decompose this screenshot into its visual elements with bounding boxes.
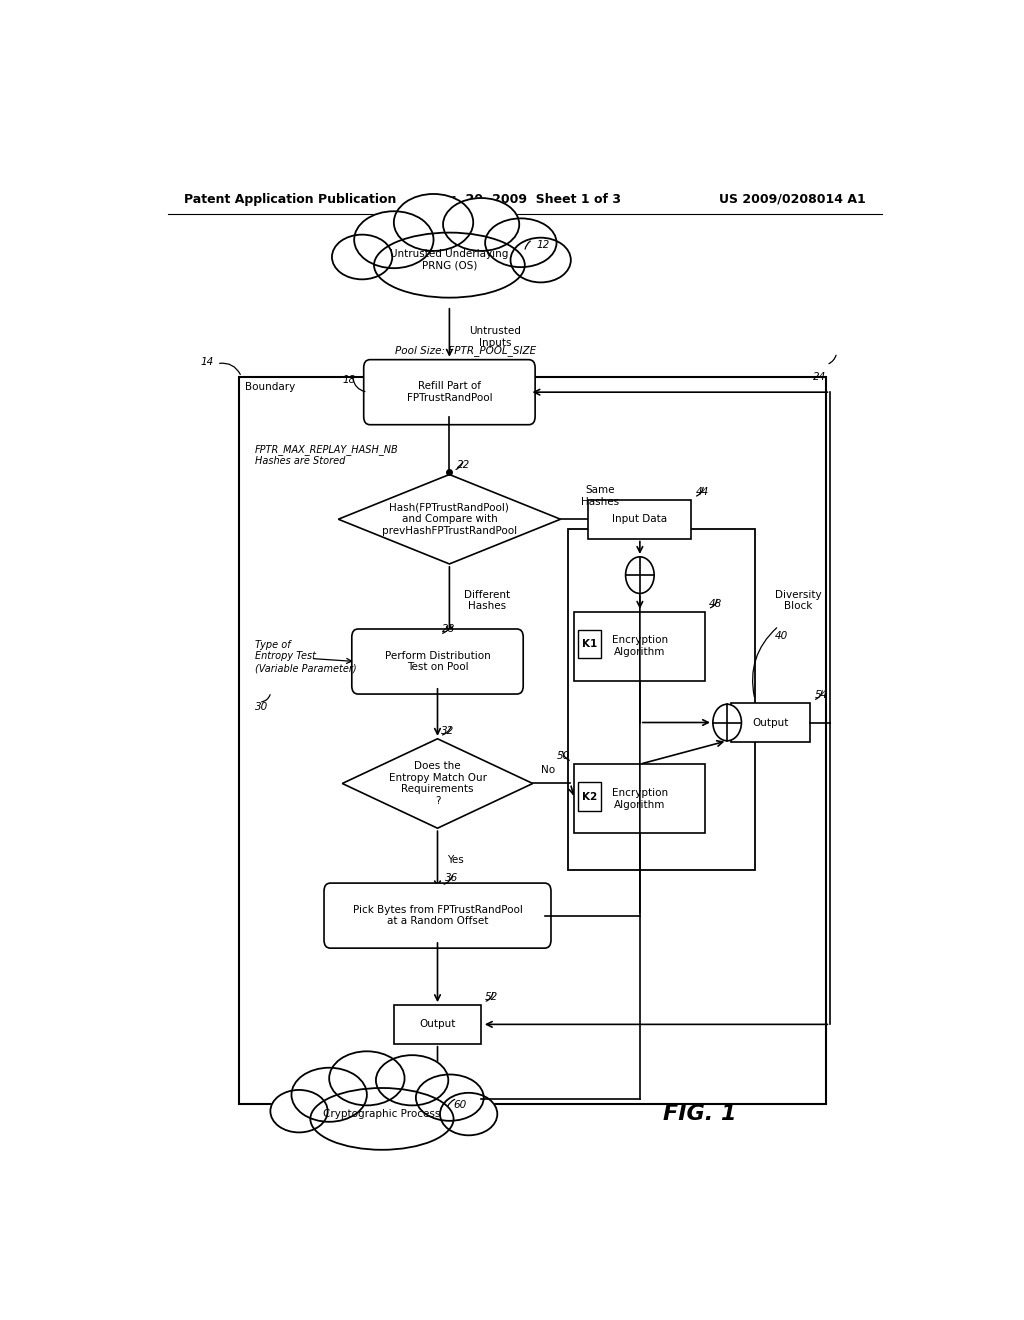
FancyBboxPatch shape xyxy=(574,764,706,833)
Text: Does the
Entropy Match Our
Requirements
?: Does the Entropy Match Our Requirements … xyxy=(388,762,486,807)
Text: 40: 40 xyxy=(775,631,788,642)
Text: 54: 54 xyxy=(814,690,827,700)
Text: 44: 44 xyxy=(695,487,709,496)
Text: US 2009/0208014 A1: US 2009/0208014 A1 xyxy=(719,193,866,206)
Text: 24: 24 xyxy=(813,372,826,381)
Ellipse shape xyxy=(332,235,392,280)
Ellipse shape xyxy=(374,232,525,297)
FancyBboxPatch shape xyxy=(731,704,811,742)
Text: FPTR_MAX_REPLAY_HASH_NB
Hashes are Stored: FPTR_MAX_REPLAY_HASH_NB Hashes are Store… xyxy=(255,444,398,466)
Ellipse shape xyxy=(443,198,519,251)
Text: Refill Part of
FPTrustRandPool: Refill Part of FPTrustRandPool xyxy=(407,381,493,403)
Circle shape xyxy=(713,704,741,741)
Text: 30: 30 xyxy=(255,702,268,713)
Text: Pick Bytes from FPTrustRandPool
at a Random Offset: Pick Bytes from FPTrustRandPool at a Ran… xyxy=(352,904,522,927)
FancyBboxPatch shape xyxy=(588,500,691,539)
Ellipse shape xyxy=(485,218,557,267)
Text: Untrusted Underlaying
PRNG (OS): Untrusted Underlaying PRNG (OS) xyxy=(390,249,509,271)
Text: Pool Size: FPTR_POOL_SIZE: Pool Size: FPTR_POOL_SIZE xyxy=(394,345,536,355)
Text: Untrusted
Inputs: Untrusted Inputs xyxy=(469,326,521,347)
Text: 14: 14 xyxy=(201,356,214,367)
Text: Same
Hashes: Same Hashes xyxy=(582,486,620,507)
Bar xyxy=(568,529,755,870)
Text: Boundary: Boundary xyxy=(245,381,295,392)
Text: 48: 48 xyxy=(710,599,723,609)
Text: Output: Output xyxy=(419,1019,456,1030)
Text: FIG. 1: FIG. 1 xyxy=(663,1104,736,1123)
Ellipse shape xyxy=(354,211,433,268)
Text: Type of
Entropy Test
(Variable Parameter): Type of Entropy Test (Variable Parameter… xyxy=(255,640,356,673)
Bar xyxy=(240,378,826,1104)
Ellipse shape xyxy=(329,1051,404,1105)
Text: K1: K1 xyxy=(582,639,597,649)
Text: Input Data: Input Data xyxy=(612,515,668,524)
Ellipse shape xyxy=(270,1090,328,1133)
FancyBboxPatch shape xyxy=(579,630,601,659)
Text: 50: 50 xyxy=(557,751,570,762)
Polygon shape xyxy=(338,474,560,564)
Text: 28: 28 xyxy=(441,624,455,634)
FancyBboxPatch shape xyxy=(324,883,551,948)
Text: 22: 22 xyxy=(458,461,471,470)
FancyBboxPatch shape xyxy=(579,783,601,810)
Text: K2: K2 xyxy=(582,792,597,801)
Text: 12: 12 xyxy=(537,240,550,249)
FancyBboxPatch shape xyxy=(352,630,523,694)
Text: 52: 52 xyxy=(485,993,499,1002)
Text: No: No xyxy=(541,766,555,775)
Text: Aug. 20, 2009  Sheet 1 of 3: Aug. 20, 2009 Sheet 1 of 3 xyxy=(429,193,621,206)
Text: 18: 18 xyxy=(342,375,355,385)
FancyBboxPatch shape xyxy=(394,1005,481,1044)
Ellipse shape xyxy=(416,1074,483,1121)
Polygon shape xyxy=(342,739,532,828)
Ellipse shape xyxy=(376,1055,449,1105)
Text: Output: Output xyxy=(753,718,790,727)
Text: 60: 60 xyxy=(454,1100,467,1110)
Text: Cryptographic Process: Cryptographic Process xyxy=(324,1109,440,1119)
Ellipse shape xyxy=(511,238,570,282)
Text: 36: 36 xyxy=(445,873,459,883)
Text: Encryption
Algorithm: Encryption Algorithm xyxy=(611,788,668,809)
Text: Perform Distribution
Test on Pool: Perform Distribution Test on Pool xyxy=(385,651,490,672)
FancyBboxPatch shape xyxy=(364,359,536,425)
Circle shape xyxy=(626,557,654,594)
Ellipse shape xyxy=(440,1093,498,1135)
Text: Different
Hashes: Different Hashes xyxy=(464,590,510,611)
Text: Encryption
Algorithm: Encryption Algorithm xyxy=(611,635,668,657)
Text: Hash(FPTrustRandPool)
and Compare with
prevHashFPTrustRandPool: Hash(FPTrustRandPool) and Compare with p… xyxy=(382,503,517,536)
Text: Patent Application Publication: Patent Application Publication xyxy=(183,193,396,206)
FancyBboxPatch shape xyxy=(574,611,706,681)
Ellipse shape xyxy=(292,1068,367,1122)
Text: 32: 32 xyxy=(441,726,455,735)
Ellipse shape xyxy=(394,194,473,251)
Ellipse shape xyxy=(310,1088,454,1150)
Text: Diversity
Block: Diversity Block xyxy=(775,590,821,611)
Text: Yes: Yes xyxy=(447,855,464,865)
